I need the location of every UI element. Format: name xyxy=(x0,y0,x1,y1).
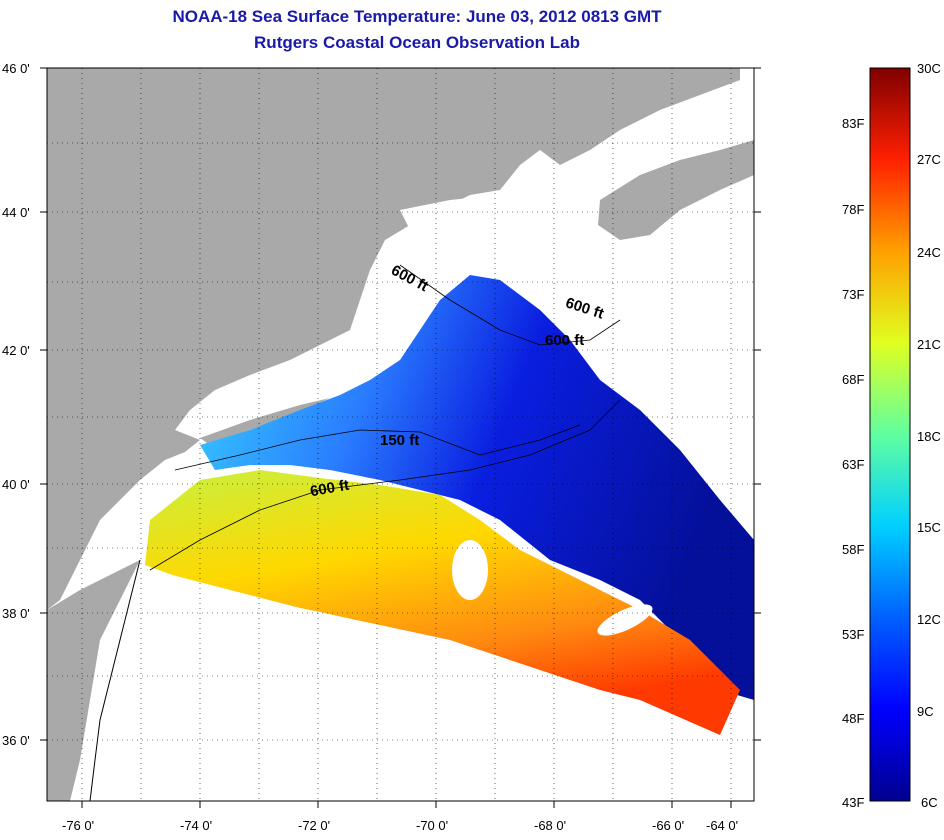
colorbar-celsius-label: 27C xyxy=(917,152,941,167)
contour-label: 600 ft xyxy=(545,332,585,349)
lat-label: 40 0' xyxy=(2,477,30,492)
colorbar-fahrenheit-label: 68F xyxy=(842,372,865,387)
lon-label: -68 0' xyxy=(534,818,567,833)
colorbar-fahrenheit-label: 43F xyxy=(842,795,865,810)
colorbar xyxy=(869,67,911,802)
cool-water xyxy=(200,275,754,700)
map-subtitle: Rutgers Coastal Ocean Observation Lab xyxy=(254,33,580,52)
colorbar-celsius-label: 12C xyxy=(917,612,941,627)
land-mass xyxy=(47,68,740,610)
lat-label: 42 0' xyxy=(2,343,30,358)
cloud-patch xyxy=(597,604,653,636)
contour-150ft xyxy=(174,424,581,471)
colorbar-fahrenheit-label: 48F xyxy=(842,711,865,726)
lat-label: 38 0' xyxy=(2,606,30,621)
cloud-patch xyxy=(452,540,488,600)
colorbar-celsius-label: 9C xyxy=(917,704,934,719)
cloud-patch xyxy=(560,255,754,430)
lat-label: 36 0' xyxy=(2,733,30,748)
colorbar-fahrenheit-label: 63F xyxy=(842,457,865,472)
contour-600ft xyxy=(149,399,621,571)
colorbar-celsius-label: 6C xyxy=(921,795,938,810)
colorbar-celsius-label: 21C xyxy=(917,337,941,352)
grid xyxy=(47,68,754,801)
axis-ticks xyxy=(40,67,761,808)
colorbar-celsius-label: 15C xyxy=(917,520,941,535)
colorbar-fahrenheit-label: 53F xyxy=(842,627,865,642)
lat-label: 46 0' xyxy=(2,61,30,76)
coastline xyxy=(89,559,141,801)
lon-label: -76 0' xyxy=(62,818,95,833)
lon-label: -72 0' xyxy=(298,818,331,833)
map-frame xyxy=(46,67,755,802)
map-title: NOAA-18 Sea Surface Temperature: June 03… xyxy=(172,7,662,26)
grid-major xyxy=(47,68,754,801)
colorbar-fahrenheit-label: 78F xyxy=(842,202,865,217)
lon-label: -64 0' xyxy=(706,818,739,833)
contour-600ft xyxy=(399,264,621,346)
colorbar-fahrenheit-label: 83F xyxy=(842,116,865,131)
warm-water xyxy=(145,470,740,735)
colorbar-celsius-label: 18C xyxy=(917,429,941,444)
land-south xyxy=(47,560,140,801)
cloud-patch xyxy=(400,195,580,290)
colorbar-celsius-label: 30C xyxy=(917,61,941,76)
colorbar-fahrenheit-label: 58F xyxy=(842,542,865,557)
long-island xyxy=(200,398,330,445)
lon-label: -74 0' xyxy=(180,818,213,833)
contour-label: 150 ft xyxy=(380,432,420,449)
lat-label: 44 0' xyxy=(2,205,30,220)
lon-label: -66 0' xyxy=(652,818,685,833)
swath-edge xyxy=(47,568,754,801)
lon-label: -70 0' xyxy=(416,818,449,833)
colorbar-fahrenheit-label: 73F xyxy=(842,287,865,302)
nova-scotia xyxy=(598,140,754,240)
colorbar-celsius-label: 24C xyxy=(917,245,941,260)
